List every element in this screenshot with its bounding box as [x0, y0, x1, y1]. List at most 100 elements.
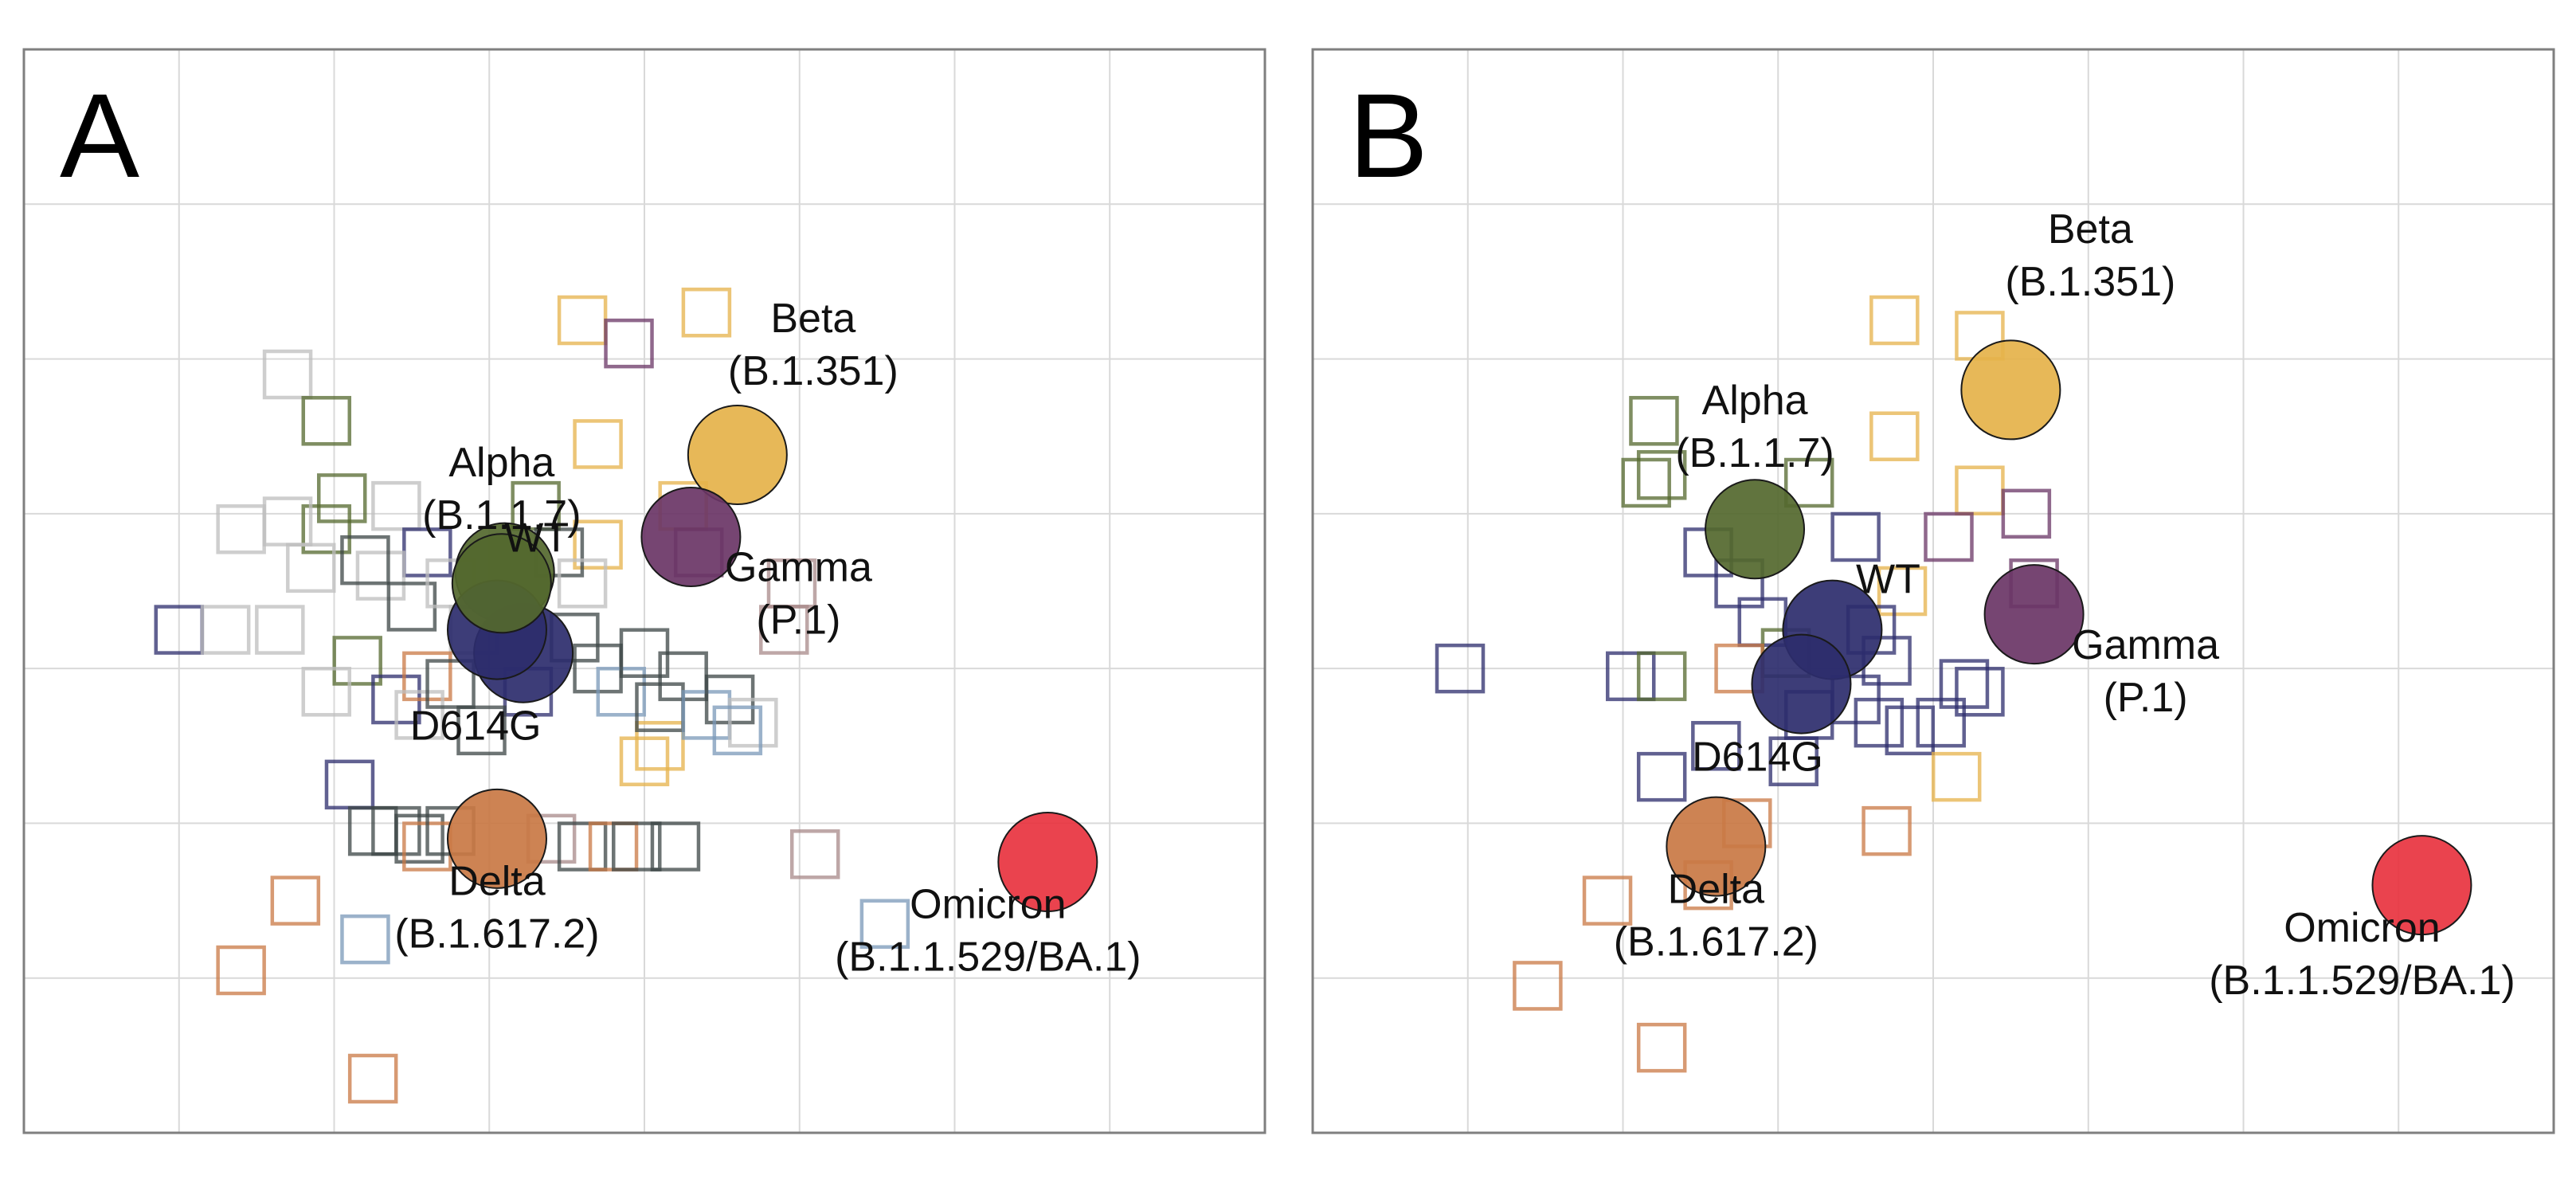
panel-b-serum-point [1869, 295, 1920, 346]
panel-a-serum-point [355, 550, 406, 601]
panel-a-antigen-gamma [640, 487, 742, 587]
panel-a-serum-point [262, 349, 313, 400]
panel-b-frame [1311, 48, 2555, 1134]
panel-b-serum-point [1862, 805, 1912, 856]
panel-a-serum-point [728, 697, 778, 748]
panel-a-grid [24, 49, 1265, 1133]
panel-a-serum-point [332, 636, 382, 686]
panel-a-serum-point [255, 605, 305, 655]
panel-a-antigen-delta [446, 788, 547, 889]
panel-b-antigen-gamma [1983, 564, 2085, 665]
panel-a-serum-point [316, 473, 367, 523]
panel-b-serum-point [1629, 396, 1679, 446]
panel-a-antigens [446, 405, 1098, 912]
panel-b-label-omicron: Omicron [2284, 905, 2440, 951]
panel-b-antigen-d614g [1751, 633, 1852, 734]
panel-a-serum-point [340, 535, 390, 586]
panel-a-serum-point [650, 821, 701, 872]
panel-b-serum-point [1435, 643, 1486, 694]
panel-a-serum-point [604, 318, 654, 369]
panel-a-serum-point [301, 396, 352, 446]
panel-a-serum-point [347, 1053, 398, 1104]
panel-b-serum-point [1869, 411, 1920, 461]
panel-b-antigens [1666, 339, 2472, 936]
panel-b-serum-point [1582, 875, 1633, 926]
panel-a-label-omicron: (B.1.1.529/BA.1) [835, 934, 1141, 981]
panel-b-serum-point [1830, 511, 1881, 562]
panel-a-serum-point [635, 721, 685, 771]
panel-a-label: A [60, 69, 139, 202]
panel-a-label-delta: (B.1.617.2) [394, 911, 599, 958]
panel-b-antigen-beta [1960, 339, 2061, 441]
panel-a-label-gamma: (P.1) [756, 597, 840, 644]
panel-a-serum-point [371, 480, 421, 531]
panel-a-serum-point [286, 543, 336, 593]
panel-b-serum-point [1783, 457, 1834, 508]
panel-a-serum-point [557, 558, 608, 609]
panel-b-antigen-omicron [2371, 835, 2472, 936]
panel-a-serum-point [573, 419, 623, 469]
panel-a-serum-point [301, 504, 352, 554]
panel-b-serum-point [1691, 721, 1741, 771]
panel-b: WT D614G Alpha (B.1.1.7) Beta (B.1.351) Gamma (… [1311, 48, 2555, 1134]
panel-a-label-omicron: Omicron [910, 882, 1066, 928]
panel-a-serum-point [759, 605, 809, 655]
panel-a-serum-point [216, 945, 266, 996]
panel-a-serum-point [789, 829, 840, 879]
panel-b-label-alpha: Alpha [1702, 378, 1808, 424]
panel-a: WT D614G Alpha (B.1.1.7) Beta (B.1.351) Gamma (… [22, 48, 1266, 1134]
panel-b-serum-point [1636, 1022, 1687, 1073]
panel-b-label-beta: (B.1.351) [2005, 259, 2175, 305]
panel-b-serum-point [1636, 751, 1687, 802]
panel-b-serum-point [1854, 697, 1905, 748]
panel-b-label-delta: (B.1.617.2) [1614, 919, 1818, 965]
panel-a-serum-point [557, 295, 608, 346]
panel-a-sera [154, 288, 910, 1104]
panel-b-label: B [1349, 69, 1428, 202]
panel-a-label-delta: Delta [448, 859, 545, 905]
panel-b-serum-point [2001, 488, 2052, 539]
panel-b-serum-point [1513, 961, 1563, 1011]
panel-b-antigen-delta [1666, 796, 1767, 897]
panel-a-serum-point [270, 875, 321, 926]
panel-b-label-alpha: (B.1.1.7) [1675, 430, 1834, 476]
panel-b-serum-point [1955, 667, 2005, 717]
panel-b-serum-point [1885, 705, 1936, 756]
panel-b-serum-point [1931, 751, 1982, 802]
panel-a-serum-point [301, 667, 352, 717]
panel-a-serum-point [573, 519, 623, 570]
panel-a-serum-point [619, 736, 670, 786]
panel-a-label-wt: WT [504, 515, 569, 561]
panel-a-serum-point [681, 288, 732, 338]
panel-a-serum-point [340, 914, 390, 965]
panel-b-label-gamma: (P.1) [2104, 675, 2188, 721]
panel-b-serum-point [1939, 659, 1990, 709]
panel-b-label-gamma: Gamma [2072, 622, 2219, 668]
panel-b-serum-point [1955, 465, 2005, 515]
panel-a-serum-point [394, 813, 444, 864]
panel-b-serum-point [1924, 511, 1974, 562]
panel-b-label-delta: Delta [1668, 866, 1764, 912]
panel-a-serum-point [456, 705, 507, 756]
panel-a-label-alpha: (B.1.1.7) [422, 492, 581, 539]
panel-a-antigen-alpha [451, 533, 552, 634]
panel-a-serum-point [557, 821, 608, 872]
panel-b-label-beta: Beta [2048, 206, 2133, 253]
panel-b-serum-point [1877, 566, 1928, 617]
panel-a-serum-point [712, 705, 763, 756]
panel-b-labels: WT D614G Alpha (B.1.1.7) Beta (B.1.351) Gamma (… [1614, 206, 2515, 1004]
panel-a-serum-point [425, 659, 476, 709]
panel-b-serum-point [1636, 651, 1687, 702]
panel-a-serum-point [394, 690, 444, 740]
panel-a-labels: WT D614G Alpha (B.1.1.7) Beta (B.1.351) Gamma (… [394, 296, 1141, 981]
panel-b-antigen-alpha [1705, 479, 1806, 580]
panel-a-serum-point [612, 821, 662, 872]
panel-b-label-omicron: (B.1.1.529/BA.1) [2209, 958, 2515, 1004]
panel-a-label-beta: (B.1.351) [728, 348, 898, 394]
panel-a-label-beta: Beta [770, 296, 855, 342]
panel-a-label-d614g: D614G [410, 703, 542, 749]
panel-a-antigen-beta [687, 405, 788, 506]
panel-a-label-gamma: Gamma [725, 545, 872, 591]
panel-a-serum-point [859, 899, 910, 949]
